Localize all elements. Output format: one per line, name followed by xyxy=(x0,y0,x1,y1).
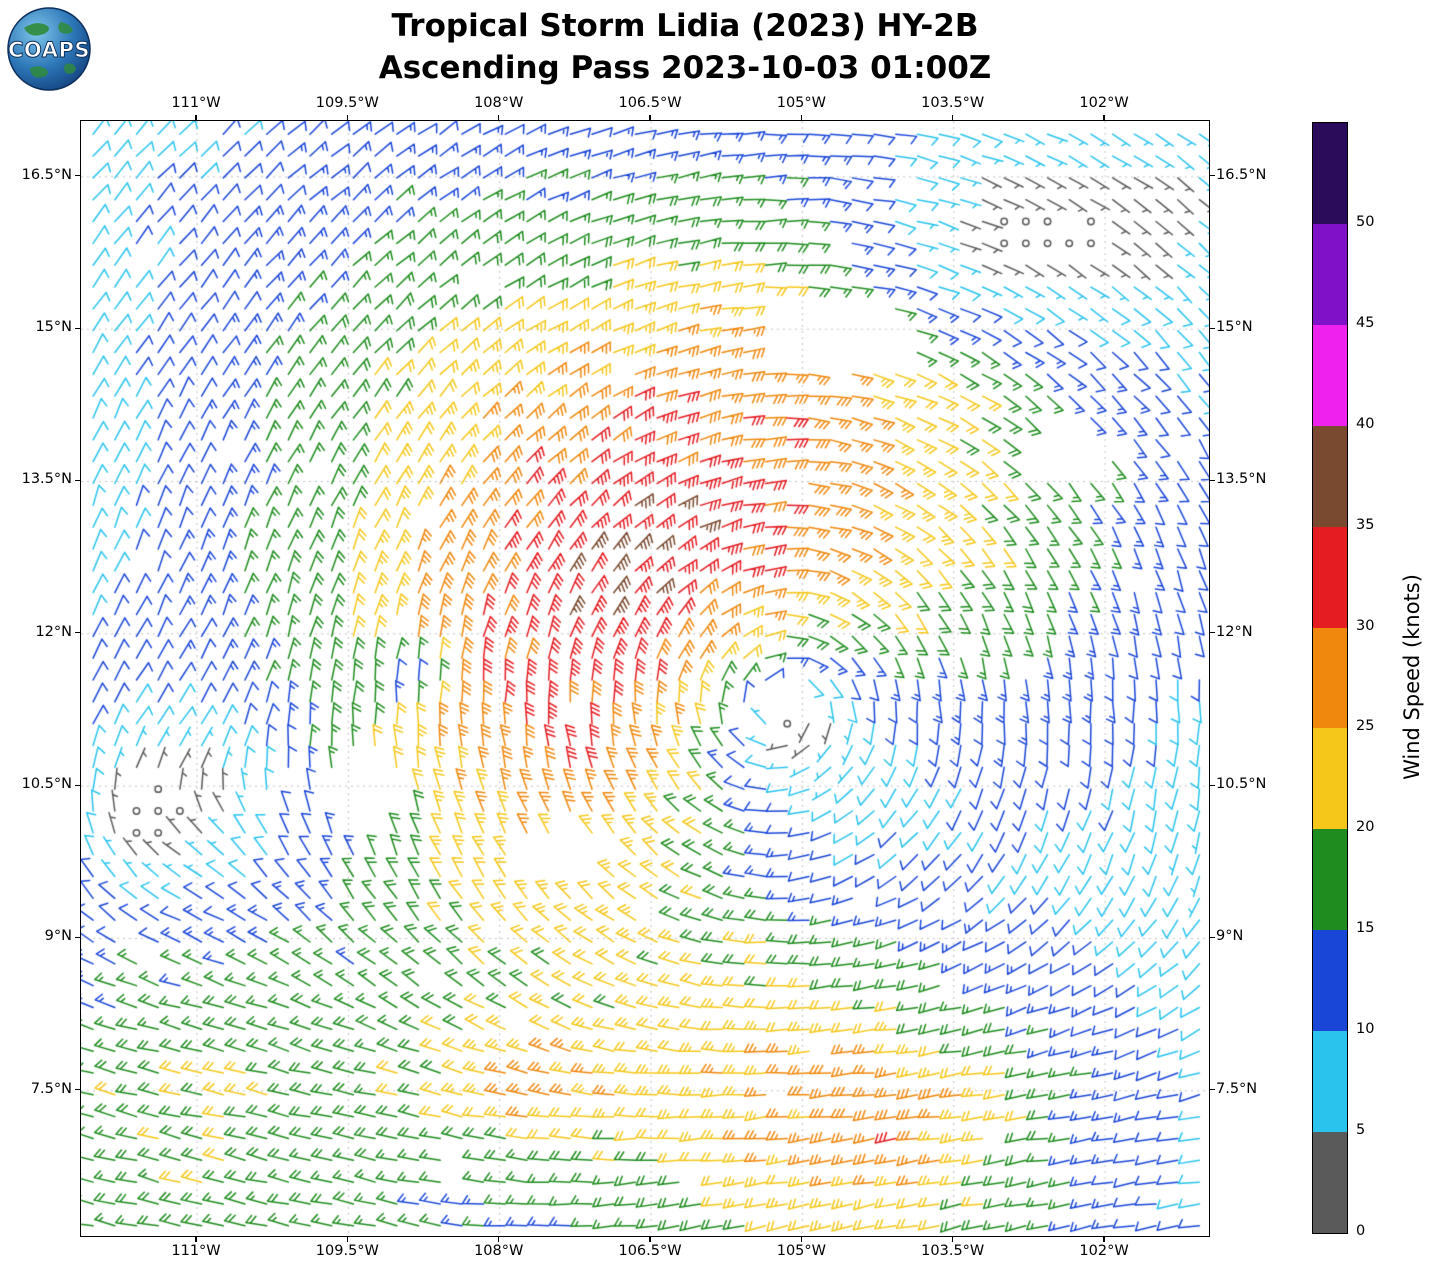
y-tick-mark xyxy=(1210,632,1215,634)
y-tick-mark xyxy=(75,479,80,482)
lat-tick-label-left: 10.5°N xyxy=(21,776,72,793)
colorbar-tick-label: 0 xyxy=(1356,1223,1366,1239)
x-tick-mark xyxy=(346,1237,348,1242)
logo-text: COAPS xyxy=(8,38,90,62)
colorbar-tick-label: 20 xyxy=(1356,819,1375,836)
x-tick-mark xyxy=(1103,115,1105,120)
colorbar-segment xyxy=(1313,526,1347,628)
lat-tick-label-right: 15°N xyxy=(1216,319,1253,336)
colorbar-tick-label: 5 xyxy=(1356,1122,1366,1139)
y-tick-mark xyxy=(75,175,80,177)
y-tick-mark xyxy=(75,1089,80,1091)
colorbar-axis-label: Wind Speed (knots) xyxy=(1400,574,1424,780)
y-tick-mark xyxy=(1210,479,1215,482)
page-title-line1: Tropical Storm Lidia (2023) HY-2B xyxy=(391,8,979,44)
colorbar-tick-label: 25 xyxy=(1356,718,1375,735)
lon-tick-label-top: 111°W xyxy=(171,95,221,111)
lon-tick-label-bottom: 103.5°W xyxy=(921,1243,985,1259)
x-tick-mark xyxy=(195,115,197,120)
lon-tick-label-bottom: 102°W xyxy=(1079,1243,1129,1259)
colorbar-tick-label: 35 xyxy=(1356,516,1375,533)
colorbar xyxy=(1312,122,1348,1234)
x-tick-mark xyxy=(498,1237,500,1242)
x-tick-mark xyxy=(498,115,500,120)
colorbar-tick-label: 10 xyxy=(1356,1021,1375,1038)
lon-tick-label-top: 108°W xyxy=(474,95,524,111)
lon-tick-label-top: 109.5°W xyxy=(315,95,379,111)
lat-tick-label-left: 12°N xyxy=(35,623,72,640)
y-tick-mark xyxy=(1210,1089,1215,1091)
colorbar-segment xyxy=(1313,425,1347,527)
colorbar-segment xyxy=(1313,930,1347,1032)
colorbar-segment xyxy=(1313,627,1347,729)
lat-tick-label-left: 7.5°N xyxy=(30,1080,72,1097)
lon-tick-label-top: 106.5°W xyxy=(618,95,682,111)
y-tick-mark xyxy=(1210,175,1215,177)
lat-tick-label-right: 7.5°N xyxy=(1216,1080,1258,1097)
lat-tick-label-right: 16.5°N xyxy=(1216,166,1267,183)
y-tick-mark xyxy=(75,632,80,634)
x-tick-mark xyxy=(952,115,954,120)
x-tick-mark xyxy=(649,1237,651,1242)
colorbar-segment xyxy=(1313,123,1347,224)
lat-tick-label-right: 9°N xyxy=(1216,928,1244,945)
colorbar-tick-label: 45 xyxy=(1356,314,1375,331)
colorbar-tick-label: 15 xyxy=(1356,920,1375,937)
lat-tick-label-left: 9°N xyxy=(44,928,72,945)
lon-tick-label-top: 105°W xyxy=(776,95,826,111)
x-tick-mark xyxy=(195,1237,197,1242)
colorbar-tick-label: 30 xyxy=(1356,617,1375,634)
colorbar-tick-label: 40 xyxy=(1356,415,1375,432)
map-plot-area xyxy=(80,120,1210,1237)
lon-tick-label-top: 103.5°W xyxy=(921,95,985,111)
y-tick-mark xyxy=(75,936,80,939)
coaps-logo: COAPS xyxy=(7,7,91,91)
lat-tick-label-left: 16.5°N xyxy=(21,166,72,183)
lat-tick-label-left: 13.5°N xyxy=(21,471,72,488)
x-tick-mark xyxy=(952,1237,954,1242)
x-tick-mark xyxy=(649,115,651,120)
colorbar-segment xyxy=(1313,223,1347,325)
lon-tick-label-top: 102°W xyxy=(1079,95,1129,111)
colorbar-tick-label: 50 xyxy=(1356,213,1375,230)
colorbar-segment xyxy=(1313,1031,1347,1133)
lat-tick-label-right: 13.5°N xyxy=(1216,471,1267,488)
y-tick-mark xyxy=(1210,936,1215,939)
x-tick-mark xyxy=(800,115,802,120)
lat-tick-label-left: 15°N xyxy=(35,319,72,336)
y-tick-mark xyxy=(75,784,80,786)
colorbar-segment xyxy=(1313,1132,1347,1233)
colorbar-segment xyxy=(1313,324,1347,426)
wind-barb-canvas xyxy=(81,121,1209,1236)
lon-tick-label-bottom: 108°W xyxy=(474,1243,524,1259)
x-tick-mark xyxy=(346,115,348,120)
lon-tick-label-bottom: 106.5°W xyxy=(618,1243,682,1259)
y-tick-mark xyxy=(1210,327,1215,329)
lat-tick-label-right: 10.5°N xyxy=(1216,776,1267,793)
y-tick-mark xyxy=(75,327,80,329)
lon-tick-label-bottom: 109.5°W xyxy=(315,1243,379,1259)
x-tick-mark xyxy=(800,1237,802,1242)
colorbar-segment xyxy=(1313,728,1347,830)
y-tick-mark xyxy=(1210,784,1215,786)
lon-tick-label-bottom: 105°W xyxy=(776,1243,826,1259)
lat-tick-label-right: 12°N xyxy=(1216,623,1253,640)
colorbar-segment xyxy=(1313,829,1347,931)
page-title-line2: Ascending Pass 2023-10-03 01:00Z xyxy=(378,50,992,86)
lon-tick-label-bottom: 111°W xyxy=(171,1243,221,1259)
x-tick-mark xyxy=(1103,1237,1105,1242)
